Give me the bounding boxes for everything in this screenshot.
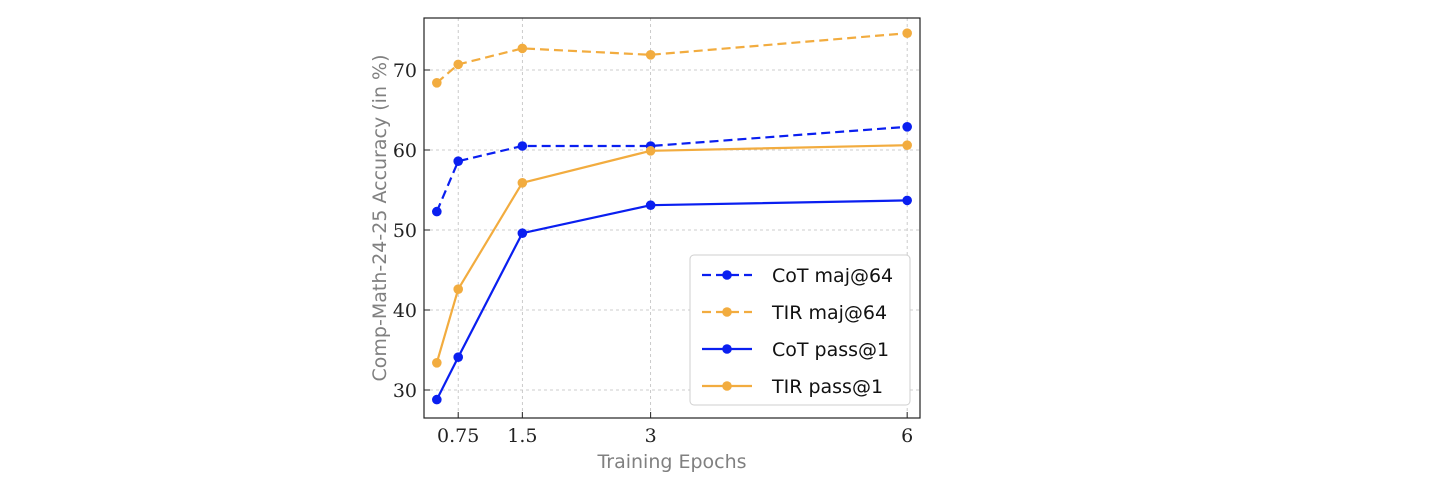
data-point-tir-pass-1 (645, 146, 656, 156)
data-point-cot-pass-1 (517, 228, 528, 238)
x-tick-label: 0.75 (437, 425, 479, 447)
series-line-tir-maj-64 (436, 32, 908, 84)
y-axis-label: Comp-Math-24-25 Accuracy (in %) (369, 55, 391, 382)
y-tick-label: 40 (393, 300, 417, 322)
data-point-tir-maj-64 (902, 28, 912, 38)
axis-ticks: 0.75 1.5 3 6 30 40 50 60 70 (393, 60, 913, 447)
legend-label-cot-pass-1: CoT pass@1 (772, 339, 889, 361)
data-point-cot-pass-1 (453, 352, 464, 363)
data-point-cot-maj-64 (432, 206, 442, 217)
y-tick-label: 50 (393, 220, 417, 242)
data-point-cot-maj-64 (453, 156, 464, 166)
data-point-cot-maj-64 (902, 122, 912, 132)
x-axis-label: Training Epochs (596, 451, 746, 473)
x-tick-label: 3 (645, 425, 657, 447)
data-point-cot-maj-64 (517, 141, 528, 151)
data-point-tir-pass-1 (517, 178, 528, 188)
legend-marker-tir-pass-1 (722, 381, 732, 391)
data-point-tir-maj-64 (517, 43, 528, 54)
data-point-tir-pass-1 (902, 140, 912, 150)
legend-label-tir-pass-1: TIR pass@1 (771, 376, 883, 398)
legend-label-tir-maj-64: TIR maj@64 (771, 302, 887, 324)
legend-marker-cot-maj-64 (722, 270, 732, 280)
legend-box (689, 254, 911, 406)
data-point-cot-pass-1 (902, 195, 912, 206)
plot-frame (423, 17, 921, 419)
data-point-cot-pass-1 (432, 394, 442, 405)
legend-label-cot-maj-64: CoT maj@64 (772, 265, 893, 287)
y-tick-label: 30 (393, 380, 417, 402)
legend-marker-cot-pass-1 (722, 344, 732, 354)
data-point-tir-pass-1 (432, 358, 442, 368)
legend-marker-tir-maj-64 (722, 307, 732, 317)
data-point-cot-pass-1 (645, 200, 656, 210)
series-layer (432, 28, 912, 405)
series-line-cot-maj-64 (435, 125, 908, 213)
x-tick-label: 1.5 (507, 425, 537, 447)
data-point-tir-pass-1 (453, 284, 464, 295)
x-tick-label: 6 (901, 425, 913, 447)
data-point-tir-maj-64 (645, 50, 656, 60)
legend: CoT maj@64 TIR maj@64 CoT pass@1 TIR pass@1 (689, 254, 911, 406)
y-tick-label: 70 (393, 60, 417, 82)
data-point-tir-maj-64 (432, 78, 442, 88)
data-point-tir-maj-64 (453, 59, 464, 70)
y-tick-label: 60 (393, 140, 417, 162)
